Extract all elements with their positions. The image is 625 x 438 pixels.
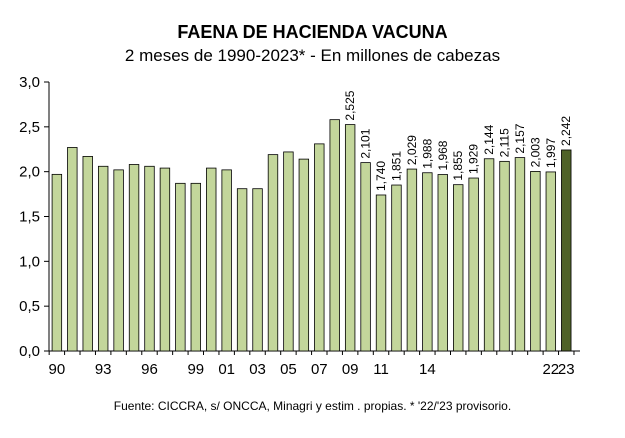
y-tick-label: 2,0 [19,164,40,181]
y-tick-label: 2,5 [19,119,40,136]
bar-2010 [360,162,371,352]
bar-1995 [128,164,140,352]
bar-2016 [453,184,464,352]
data-label: 1,929 [467,144,481,174]
chart-title: FAENA DE HACIENDA VACUNA [177,22,448,42]
x-tick-label: 23 [558,361,575,378]
data-label: 2,157 [513,123,527,153]
bar-2023 [561,149,572,352]
data-label: 2,115 [498,128,512,157]
data-label: 1,855 [451,150,465,180]
bar-2022 [545,171,557,352]
x-tick-label: 93 [95,361,112,378]
bar-1999 [190,182,201,352]
bar-2003 [252,188,263,352]
bar-1998 [175,182,186,352]
y-tick-label: 0,5 [19,298,40,315]
bar-2008 [329,119,340,352]
bar-2001 [221,169,232,352]
bar-2020 [514,157,526,352]
bar-2006 [298,158,310,352]
data-label: 2,101 [359,128,373,158]
bar-2000 [206,167,217,352]
y-tick-label: 1,0 [19,253,40,270]
bar-2018 [483,158,495,352]
bar-2002 [236,188,248,352]
bar-1996 [144,165,155,352]
bar-1992 [82,156,93,352]
bars [51,119,572,352]
x-tick-label: 09 [342,361,359,378]
data-label: 1,988 [420,138,434,168]
data-label: 1,997 [544,138,558,168]
x-tick-label: 22 [542,361,559,378]
x-tick-label: 05 [280,361,297,378]
bar-2007 [314,143,325,352]
x-tick-label: 01 [218,361,235,378]
y-tick-label: 3,0 [19,74,40,91]
bar-1994 [113,169,124,352]
x-tick-label: 03 [249,361,266,378]
x-tick-label: 14 [419,361,436,378]
chart-subtitle: 2 meses de 1990-2023* - En millones de c… [124,46,501,65]
data-label: 1,968 [436,140,450,170]
bar-2019 [499,160,510,352]
data-label: 2,003 [528,137,542,167]
data-label: 1,740 [374,161,388,191]
bar-1993 [97,165,109,352]
y-tick-label: 0,0 [19,343,40,360]
bar-2005 [283,151,294,352]
bar-2014 [422,172,433,352]
x-tick-label: 99 [187,361,204,378]
x-tick-label: 07 [311,361,328,378]
bar-2012 [391,184,402,352]
bar-2017 [468,177,479,352]
data-label: 2,525 [343,90,357,120]
x-tick-label: 90 [49,361,66,378]
source-footnote: Fuente: CICCRA, s/ ONCCA, Minagri y esti… [113,399,512,413]
bar-2021 [530,170,541,352]
data-label: 2,029 [405,135,419,165]
bar-2009 [344,124,356,352]
bar-2011 [375,194,387,352]
bar-2004 [267,154,279,352]
bar-1990 [51,173,63,352]
x-tick-label: 11 [373,361,389,378]
bar-1991 [67,147,78,352]
data-label: 2,242 [559,116,573,146]
bar-2013 [406,168,418,352]
bar-2015 [437,174,448,352]
x-tick-label: 96 [141,361,158,378]
bar-1997 [159,167,171,352]
y-tick-label: 1,5 [19,209,40,226]
data-label: 1,851 [389,151,403,181]
data-label: 2,144 [482,124,496,154]
